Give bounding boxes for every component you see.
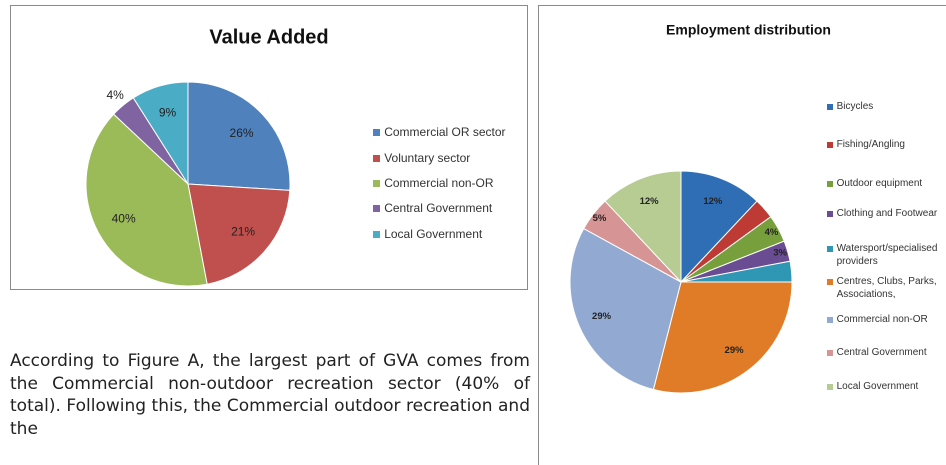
legend-label: Central Government xyxy=(836,347,927,358)
pie-slice xyxy=(187,183,291,285)
legend-swatch xyxy=(373,155,380,162)
legend-swatch xyxy=(827,142,833,149)
legend-swatch xyxy=(827,181,833,188)
paragraph: According to Figure A, the largest part … xyxy=(10,351,530,439)
legend-swatch xyxy=(827,384,833,391)
legend-item: Bicycles xyxy=(827,101,946,114)
pie-chart: Value Added 26% 21% 40% 4% 9% xyxy=(85,26,329,287)
legend-label: Watersport/specialised providers xyxy=(836,243,938,267)
chart-title: Employment distribution xyxy=(666,22,831,38)
legend-item: Local Government xyxy=(373,227,523,242)
data-label: 21% xyxy=(231,225,255,239)
legend-swatch xyxy=(827,279,833,286)
pie-chart: Employment distribution 12% 4% 3% 29% 29% 5% 12… xyxy=(569,22,831,394)
legend-item: Centres, Clubs, Parks, Associations, xyxy=(827,276,946,301)
legend-label: Commercial non-OR xyxy=(836,314,928,325)
legend-swatch xyxy=(827,350,833,357)
legend-swatch xyxy=(373,205,380,212)
pie-slice xyxy=(680,170,758,284)
data-label: 4% xyxy=(765,227,779,238)
legend-swatch xyxy=(827,211,833,218)
legend-label: Commercial non-OR xyxy=(384,176,494,190)
legend-item: Commercial non-OR xyxy=(827,314,946,327)
legend-label: Local Government xyxy=(836,381,919,392)
page: Value Added 26% 21% 40% 4% 9% Commercial OR se… xyxy=(10,5,946,465)
legend-label: Central Government xyxy=(384,201,493,215)
legend-label: Clothing and Footwear xyxy=(836,208,938,219)
pie-slice xyxy=(569,227,682,391)
legend-label: Bicycles xyxy=(836,101,874,112)
data-label: 29% xyxy=(592,311,612,322)
legend-item: Outdoor equipment xyxy=(827,178,946,191)
data-label: 9% xyxy=(159,106,177,120)
pie-slice xyxy=(604,170,682,284)
legend-swatch xyxy=(373,180,380,187)
legend-swatch xyxy=(373,231,380,238)
legend-label: Outdoor equipment xyxy=(836,178,923,189)
legend-item: Fishing/Angling xyxy=(827,139,946,152)
chart-frame: Employment distribution 12% 4% 3% 29% 29% 5% 12… xyxy=(538,5,946,465)
legend-item: Local Government xyxy=(827,381,946,394)
data-label: 5% xyxy=(593,213,607,224)
data-label: 12% xyxy=(703,196,723,207)
pie-slice xyxy=(85,113,208,287)
pie-slice xyxy=(132,81,189,186)
legend-swatch xyxy=(827,104,833,111)
data-label: 26% xyxy=(230,126,254,140)
legend-label: Fishing/Angling xyxy=(836,139,905,150)
legend-label: Local Government xyxy=(384,227,483,241)
legend-label: Centres, Clubs, Parks, Associations, xyxy=(836,276,937,300)
legend-label: Voluntary sector xyxy=(384,151,471,165)
data-label: 3% xyxy=(773,248,787,259)
pie-slice xyxy=(187,81,291,191)
legend-item: Commercial OR sector xyxy=(373,125,523,140)
data-label: 40% xyxy=(112,212,136,226)
legend-item: Central Government xyxy=(373,201,523,216)
legend-swatch xyxy=(373,129,380,136)
legend-item: Watersport/specialised providers xyxy=(827,243,946,268)
data-label: 4% xyxy=(107,88,125,102)
chart-frame: Value Added 26% 21% 40% 4% 9% Commercial OR se… xyxy=(10,5,528,290)
legend-item: Clothing and Footwear xyxy=(827,208,946,221)
legend-item: Central Government xyxy=(827,347,946,360)
legend-label: Commercial OR sector xyxy=(384,125,506,139)
legend-swatch xyxy=(827,246,833,253)
legend-swatch xyxy=(827,317,833,324)
legend-item: Voluntary sector xyxy=(373,151,523,166)
pie-slice xyxy=(652,281,793,394)
chart-title: Value Added xyxy=(209,26,328,48)
legend-item: Commercial non-OR xyxy=(373,176,523,191)
data-label: 12% xyxy=(640,196,660,207)
data-label: 29% xyxy=(725,345,745,356)
